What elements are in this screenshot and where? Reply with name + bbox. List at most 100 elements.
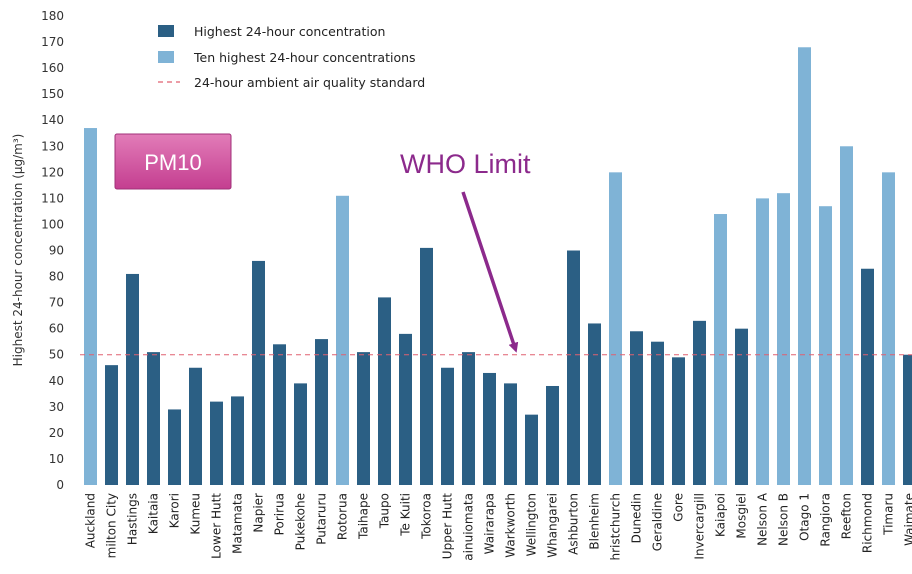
y-tick-label: 170 [41,35,64,49]
y-axis: 0 10 20 30 40 50 60 70 80 90 100 110 120 130 140 150 160… [41,9,64,492]
legend-label-highest: Highest 24-hour concentration [194,24,385,39]
bar [567,250,580,485]
bar [252,260,265,485]
bar [861,268,874,485]
x-category-label: milton City [105,493,119,558]
x-category-label: Mosgiel [735,493,749,539]
legend-swatch-highest [158,25,174,37]
y-tick-label: 100 [41,217,64,231]
x-category-label: Waimate [903,493,912,546]
bar [399,333,412,485]
bar [609,172,622,486]
y-tick-label: 110 [41,191,64,205]
x-category-label: Upper Hutt [441,493,455,559]
legend-swatch-ten [158,51,174,63]
x-category-label: Hastings [126,493,140,545]
pm10-callout: PM10 [114,133,232,190]
x-category-label: Ashburton [567,493,581,555]
x-category-label: Invercargill [693,493,707,560]
y-tick-label: 60 [49,322,64,336]
y-tick-label: 140 [41,113,64,127]
bar [273,344,286,485]
who-arrow [461,191,519,353]
bar [357,352,370,485]
bar [126,273,139,485]
bar [189,367,202,485]
x-category-label: Rangiora [819,493,833,547]
y-tick-label: 10 [49,452,64,466]
y-tick-label: 20 [49,426,64,440]
bar [441,367,454,485]
y-tick-label: 40 [49,374,64,388]
x-category-label: Rotorua [336,493,350,540]
bar [504,383,517,485]
y-tick-label: 90 [49,244,64,258]
bar [105,365,118,485]
x-category-label: Kumeu [189,493,203,535]
x-category-label: hristchurch [609,493,623,561]
bar [840,146,853,485]
bar [294,383,307,485]
bar [714,214,727,485]
bar [84,128,97,486]
x-category-label: Blenheim [588,493,602,550]
legend: Highest 24-hour concentration Ten highes… [158,24,425,90]
x-category-label: Kaitaia [147,493,161,534]
legend-label-standard: 24-hour ambient air quality standard [194,75,425,90]
y-tick-label: 70 [49,296,64,310]
x-category-label: Geraldine [651,493,665,551]
bar [168,409,181,485]
bar [903,354,912,485]
bar [735,328,748,485]
bar [483,372,496,485]
y-tick-label: 130 [41,139,64,153]
bar [882,172,895,486]
x-category-label: Warkworth [504,493,518,558]
x-category-label: Pukekohe [294,493,308,550]
y-tick-label: 150 [41,87,64,101]
x-category-label: Auckland [84,493,98,548]
bar [777,193,790,485]
y-tick-label: 30 [49,400,64,414]
x-category-label: Nelson B [777,493,791,546]
x-category-label: Matamata [231,493,245,554]
x-category-label: Taupo [378,493,392,529]
x-category-label: Kaiapoi [714,493,728,537]
bar [210,401,223,485]
x-category-label: Reefton [840,493,854,539]
legend-label-ten: Ten highest 24-hour concentrations [193,50,416,65]
bar [693,320,706,485]
bar [630,331,643,485]
y-axis-title: Highest 24-hour concentration (µg/m³) [11,134,25,367]
bar [651,341,664,485]
pm10-label: PM10 [144,150,201,175]
pm10-box [114,133,232,190]
x-category-label: Whangarei [546,493,560,558]
x-category-label: ainuiomata [462,493,476,561]
x-category-label: Lower Hutt [210,493,224,559]
x-category-label: Karori [168,493,182,528]
x-category-label: Otago 1 [798,493,812,541]
bar [525,414,538,485]
x-category-label: Putaruru [315,493,329,545]
bar [336,195,349,486]
bar [588,323,601,485]
x-category-label: Wellington [525,493,539,556]
x-category-label: Gore [672,493,686,522]
bars-group [84,47,912,486]
y-tick-label: 80 [49,270,64,284]
x-axis-labels: Auckland milton City Hastings Kaitaia Karori… [84,492,912,560]
y-tick-label: 180 [41,9,64,23]
who-limit-label: WHO Limit [400,149,531,179]
x-category-label: Te Kuiti [399,493,413,537]
bar [147,352,160,485]
x-category-label: Taihape [357,493,371,540]
bar [378,297,391,485]
x-category-label: Napier [252,493,266,533]
x-category-label: Timaru [882,493,896,536]
x-category-label: Nelson A [756,492,770,546]
bar [756,198,769,485]
bar [798,47,811,486]
x-category-label: Porirua [273,493,287,535]
